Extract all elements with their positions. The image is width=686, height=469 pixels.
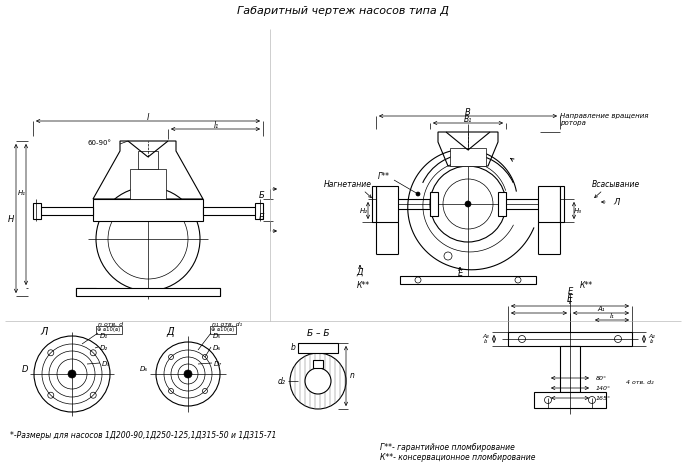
Text: D₇: D₇	[214, 361, 222, 367]
Text: 140°: 140°	[596, 386, 611, 391]
Text: l₁: l₁	[213, 121, 219, 129]
Text: Нагнетание: Нагнетание	[324, 180, 372, 189]
Bar	[255, 203, 263, 219]
Bar	[560, 186, 564, 222]
Text: D₃: D₃	[102, 361, 110, 367]
Text: Направление вращения
ротора: Направление вращения ротора	[560, 113, 648, 126]
Text: К**: К**	[580, 281, 593, 290]
Text: Д: Д	[166, 327, 174, 337]
Bar	[33, 203, 41, 219]
Bar	[376, 186, 398, 222]
Text: E: E	[567, 294, 573, 304]
Text: Габаритный чертеж насосов типа Д: Габаритный чертеж насосов типа Д	[237, 6, 449, 16]
Text: 4 отв. d₂: 4 отв. d₂	[626, 379, 654, 385]
Bar	[313, 360, 323, 368]
Polygon shape	[76, 288, 96, 296]
Bar	[534, 392, 606, 408]
Text: B₁: B₁	[464, 114, 472, 123]
Text: D: D	[21, 364, 28, 373]
Text: E: E	[458, 270, 462, 279]
Bar	[96, 326, 122, 334]
Bar	[38, 207, 93, 215]
Text: ⊕ ⌀10(⌀): ⊕ ⌀10(⌀)	[97, 327, 121, 333]
Text: *-Размеры для насосов 1Д200-90,1Д250-125,1Д315-50 и 1Д315-71: *-Размеры для насосов 1Д200-90,1Д250-125…	[10, 431, 276, 440]
Polygon shape	[93, 141, 203, 199]
Bar	[560, 346, 580, 392]
Bar	[130, 169, 166, 199]
Bar	[93, 199, 203, 221]
Text: Л: Л	[613, 197, 619, 206]
Bar	[210, 326, 236, 334]
Text: D₅: D₅	[213, 333, 221, 339]
Bar	[203, 207, 258, 215]
Text: H₂: H₂	[360, 208, 368, 214]
Text: Б – Б: Б – Б	[307, 328, 329, 338]
Text: Б: Б	[259, 190, 265, 199]
Text: Д: Д	[357, 267, 364, 277]
Text: 165°: 165°	[596, 395, 611, 401]
Text: Б: Б	[259, 212, 265, 221]
Text: A₂
l₂: A₂ l₂	[649, 333, 655, 344]
Text: D₆: D₆	[213, 345, 221, 351]
Text: A₃
l₃: A₃ l₃	[483, 333, 489, 344]
Text: Г**: Г**	[378, 172, 390, 181]
Circle shape	[416, 192, 420, 196]
Circle shape	[465, 201, 471, 207]
Bar	[372, 186, 376, 222]
Text: H: H	[8, 214, 14, 224]
Text: H₃: H₃	[574, 208, 582, 214]
Text: Л: Л	[40, 327, 48, 337]
Text: B: B	[465, 107, 471, 116]
Polygon shape	[200, 288, 220, 296]
Text: H₁: H₁	[18, 190, 26, 196]
Text: ⊕ ⌀10(⌀): ⊕ ⌀10(⌀)	[211, 327, 235, 333]
Text: 80°: 80°	[596, 376, 607, 380]
Text: b: b	[291, 343, 296, 353]
Bar	[400, 276, 536, 284]
Bar	[450, 148, 486, 166]
Text: D₁: D₁	[100, 333, 108, 339]
Circle shape	[184, 370, 192, 378]
Text: 60-90°: 60-90°	[88, 140, 112, 146]
Bar	[138, 151, 158, 169]
Text: l: l	[569, 297, 571, 307]
Text: l: l	[147, 113, 149, 121]
Text: l₁: l₁	[610, 313, 615, 319]
Circle shape	[68, 370, 76, 378]
Text: d₂: d₂	[278, 377, 286, 386]
Polygon shape	[438, 132, 498, 166]
Text: E: E	[567, 287, 573, 296]
Text: Г**- гарантийное пломбирование: Г**- гарантийное пломбирование	[380, 442, 515, 452]
Bar	[508, 332, 632, 346]
Text: К**- консервационное пломбирование: К**- консервационное пломбирование	[380, 453, 536, 461]
Text: n: n	[350, 371, 355, 380]
Bar	[76, 288, 220, 296]
Text: A₁: A₁	[598, 306, 605, 312]
Bar	[538, 186, 560, 222]
Circle shape	[305, 368, 331, 394]
Bar	[498, 192, 506, 216]
Text: D₆: D₆	[140, 366, 148, 372]
Text: К**: К**	[357, 281, 370, 290]
Bar	[298, 343, 338, 353]
Text: n₁ отв. d₁: n₁ отв. d₁	[212, 322, 242, 326]
Text: n отв. d: n отв. d	[98, 322, 123, 326]
Text: D₂: D₂	[100, 345, 108, 351]
Text: Всасывание: Всасывание	[592, 180, 640, 189]
Bar	[430, 192, 438, 216]
